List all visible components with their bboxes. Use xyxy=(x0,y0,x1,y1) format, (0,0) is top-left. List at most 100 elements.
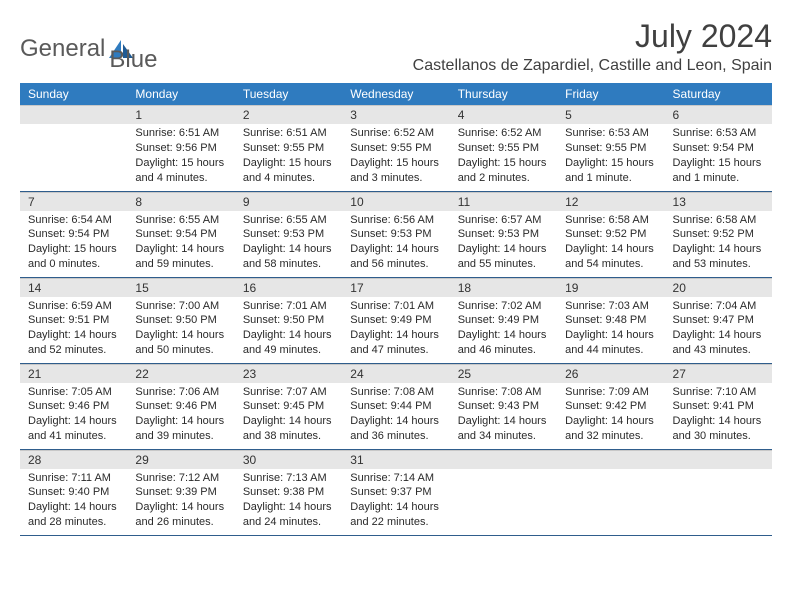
day-number: 19 xyxy=(557,278,664,297)
day-info: Sunrise: 7:09 AMSunset: 9:42 PMDaylight:… xyxy=(557,383,664,448)
calendar-cell: 22Sunrise: 7:06 AMSunset: 9:46 PMDayligh… xyxy=(127,363,234,449)
day-info: Sunrise: 6:54 AMSunset: 9:54 PMDaylight:… xyxy=(20,211,127,276)
calendar-cell-empty xyxy=(665,449,772,535)
daylight-text: Daylight: 14 hours and 26 minutes. xyxy=(135,500,226,530)
sunset-text: Sunset: 9:44 PM xyxy=(350,399,441,414)
calendar-cell: 6Sunrise: 6:53 AMSunset: 9:54 PMDaylight… xyxy=(665,105,772,191)
day-info: Sunrise: 6:51 AMSunset: 9:56 PMDaylight:… xyxy=(127,124,234,189)
calendar-cell: 31Sunrise: 7:14 AMSunset: 9:37 PMDayligh… xyxy=(342,449,449,535)
sunrise-text: Sunrise: 7:05 AM xyxy=(28,385,119,400)
sunrise-text: Sunrise: 7:04 AM xyxy=(673,299,764,314)
day-number: 7 xyxy=(20,192,127,211)
title-block: July 2024 Castellanos de Zapardiel, Cast… xyxy=(413,18,772,75)
day-info: Sunrise: 6:52 AMSunset: 9:55 PMDaylight:… xyxy=(450,124,557,189)
day-info: Sunrise: 7:08 AMSunset: 9:43 PMDaylight:… xyxy=(450,383,557,448)
sunset-text: Sunset: 9:45 PM xyxy=(243,399,334,414)
sunset-text: Sunset: 9:53 PM xyxy=(458,227,549,242)
day-number: 5 xyxy=(557,105,664,124)
sunrise-text: Sunrise: 7:07 AM xyxy=(243,385,334,400)
calendar-cell: 18Sunrise: 7:02 AMSunset: 9:49 PMDayligh… xyxy=(450,277,557,363)
daylight-text: Daylight: 14 hours and 46 minutes. xyxy=(458,328,549,358)
day-number: 6 xyxy=(665,105,772,124)
sunrise-text: Sunrise: 7:03 AM xyxy=(565,299,656,314)
calendar-row: 1Sunrise: 6:51 AMSunset: 9:56 PMDaylight… xyxy=(20,105,772,191)
sunrise-text: Sunrise: 6:53 AM xyxy=(673,126,764,141)
sunrise-text: Sunrise: 7:01 AM xyxy=(350,299,441,314)
weekday-header: Sunday xyxy=(20,83,127,105)
calendar-cell: 28Sunrise: 7:11 AMSunset: 9:40 PMDayligh… xyxy=(20,449,127,535)
sunset-text: Sunset: 9:55 PM xyxy=(565,141,656,156)
sunset-text: Sunset: 9:37 PM xyxy=(350,485,441,500)
calendar-row: 14Sunrise: 6:59 AMSunset: 9:51 PMDayligh… xyxy=(20,277,772,363)
day-info: Sunrise: 6:55 AMSunset: 9:54 PMDaylight:… xyxy=(127,211,234,276)
day-info: Sunrise: 7:02 AMSunset: 9:49 PMDaylight:… xyxy=(450,297,557,362)
daylight-text: Daylight: 14 hours and 52 minutes. xyxy=(28,328,119,358)
calendar-cell: 25Sunrise: 7:08 AMSunset: 9:43 PMDayligh… xyxy=(450,363,557,449)
day-info: Sunrise: 6:59 AMSunset: 9:51 PMDaylight:… xyxy=(20,297,127,362)
day-info: Sunrise: 6:55 AMSunset: 9:53 PMDaylight:… xyxy=(235,211,342,276)
calendar-cell: 7Sunrise: 6:54 AMSunset: 9:54 PMDaylight… xyxy=(20,191,127,277)
calendar-cell: 1Sunrise: 6:51 AMSunset: 9:56 PMDaylight… xyxy=(127,105,234,191)
daylight-text: Daylight: 14 hours and 43 minutes. xyxy=(673,328,764,358)
day-number xyxy=(557,450,664,469)
sunset-text: Sunset: 9:41 PM xyxy=(673,399,764,414)
daylight-text: Daylight: 15 hours and 1 minute. xyxy=(565,156,656,186)
calendar-cell: 30Sunrise: 7:13 AMSunset: 9:38 PMDayligh… xyxy=(235,449,342,535)
day-info: Sunrise: 7:07 AMSunset: 9:45 PMDaylight:… xyxy=(235,383,342,448)
calendar-cell-empty xyxy=(20,105,127,191)
daylight-text: Daylight: 14 hours and 34 minutes. xyxy=(458,414,549,444)
daylight-text: Daylight: 14 hours and 41 minutes. xyxy=(28,414,119,444)
daylight-text: Daylight: 14 hours and 32 minutes. xyxy=(565,414,656,444)
daylight-text: Daylight: 14 hours and 24 minutes. xyxy=(243,500,334,530)
sunrise-text: Sunrise: 7:14 AM xyxy=(350,471,441,486)
day-number: 29 xyxy=(127,450,234,469)
sunrise-text: Sunrise: 7:02 AM xyxy=(458,299,549,314)
day-number xyxy=(665,450,772,469)
sunset-text: Sunset: 9:55 PM xyxy=(350,141,441,156)
calendar-cell: 3Sunrise: 6:52 AMSunset: 9:55 PMDaylight… xyxy=(342,105,449,191)
weekday-header: Wednesday xyxy=(342,83,449,105)
day-info: Sunrise: 7:03 AMSunset: 9:48 PMDaylight:… xyxy=(557,297,664,362)
sunrise-text: Sunrise: 7:09 AM xyxy=(565,385,656,400)
sunrise-text: Sunrise: 7:01 AM xyxy=(243,299,334,314)
calendar-cell: 23Sunrise: 7:07 AMSunset: 9:45 PMDayligh… xyxy=(235,363,342,449)
daylight-text: Daylight: 14 hours and 22 minutes. xyxy=(350,500,441,530)
day-info: Sunrise: 6:56 AMSunset: 9:53 PMDaylight:… xyxy=(342,211,449,276)
calendar-cell: 16Sunrise: 7:01 AMSunset: 9:50 PMDayligh… xyxy=(235,277,342,363)
day-number: 9 xyxy=(235,192,342,211)
day-info: Sunrise: 6:53 AMSunset: 9:54 PMDaylight:… xyxy=(665,124,772,189)
day-info: Sunrise: 6:57 AMSunset: 9:53 PMDaylight:… xyxy=(450,211,557,276)
daylight-text: Daylight: 14 hours and 53 minutes. xyxy=(673,242,764,272)
sunrise-text: Sunrise: 7:00 AM xyxy=(135,299,226,314)
daylight-text: Daylight: 15 hours and 3 minutes. xyxy=(350,156,441,186)
daylight-text: Daylight: 14 hours and 50 minutes. xyxy=(135,328,226,358)
sunset-text: Sunset: 9:54 PM xyxy=(673,141,764,156)
sunset-text: Sunset: 9:42 PM xyxy=(565,399,656,414)
day-number: 18 xyxy=(450,278,557,297)
weekday-header: Thursday xyxy=(450,83,557,105)
brand-text: General xyxy=(20,35,105,63)
sunset-text: Sunset: 9:39 PM xyxy=(135,485,226,500)
sunset-text: Sunset: 9:40 PM xyxy=(28,485,119,500)
calendar-cell-empty xyxy=(557,449,664,535)
sunset-text: Sunset: 9:54 PM xyxy=(28,227,119,242)
sunset-text: Sunset: 9:38 PM xyxy=(243,485,334,500)
daylight-text: Daylight: 14 hours and 54 minutes. xyxy=(565,242,656,272)
sunrise-text: Sunrise: 6:57 AM xyxy=(458,213,549,228)
sunrise-text: Sunrise: 7:06 AM xyxy=(135,385,226,400)
sunrise-text: Sunrise: 6:59 AM xyxy=(28,299,119,314)
calendar-head: SundayMondayTuesdayWednesdayThursdayFrid… xyxy=(20,83,772,105)
daylight-text: Daylight: 14 hours and 59 minutes. xyxy=(135,242,226,272)
day-info: Sunrise: 7:08 AMSunset: 9:44 PMDaylight:… xyxy=(342,383,449,448)
day-number: 8 xyxy=(127,192,234,211)
weekday-header: Saturday xyxy=(665,83,772,105)
daylight-text: Daylight: 14 hours and 49 minutes. xyxy=(243,328,334,358)
day-number xyxy=(450,450,557,469)
daylight-text: Daylight: 15 hours and 4 minutes. xyxy=(243,156,334,186)
header: General Blue July 2024 Castellanos de Za… xyxy=(20,18,772,75)
calendar-cell-empty xyxy=(450,449,557,535)
calendar-cell: 24Sunrise: 7:08 AMSunset: 9:44 PMDayligh… xyxy=(342,363,449,449)
sunrise-text: Sunrise: 7:11 AM xyxy=(28,471,119,486)
daylight-text: Daylight: 14 hours and 55 minutes. xyxy=(458,242,549,272)
weekday-header: Friday xyxy=(557,83,664,105)
